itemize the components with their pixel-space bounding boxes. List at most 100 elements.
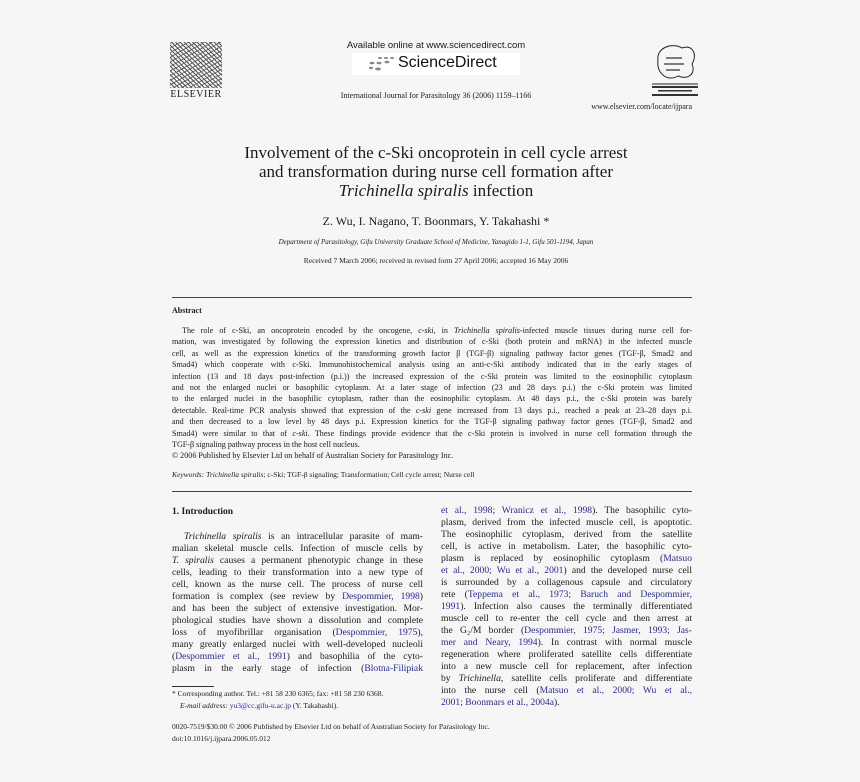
text-run: ) and the developed nurse cell bbox=[563, 565, 693, 576]
text-run: T. spiralis bbox=[172, 555, 214, 566]
citation-link[interactable]: mer and Neary, 1994 bbox=[441, 637, 538, 648]
citation-link[interactable]: 1991 bbox=[441, 601, 461, 612]
abstract-line: infection (13 and 18 days post-infection… bbox=[172, 371, 692, 382]
text-run: ). bbox=[553, 697, 560, 708]
footnote: * Corresponding author. Tel.: +81 58 230… bbox=[172, 688, 472, 711]
journal-logo bbox=[652, 45, 698, 96]
body-line: T. spiralis causes a permanent phenotypi… bbox=[172, 555, 423, 567]
available-online-text: Available online at www.sciencedirect.co… bbox=[346, 40, 526, 51]
text-run: cell, known as the nurse cell. The proce… bbox=[172, 579, 423, 590]
elsevier-wordmark: ELSEVIER bbox=[170, 89, 222, 100]
body-line: malian skeletal muscle cells. Infection … bbox=[172, 543, 423, 555]
abstract-line: © 2006 Published by Elsevier Ltd on beha… bbox=[172, 450, 692, 461]
text-run: © 2006 Published by Elsevier Ltd on beha… bbox=[172, 451, 454, 461]
text-run: * Corresponding author. Tel.: +81 58 230… bbox=[172, 689, 384, 698]
footer: 0020-7519/$30.00 © 2006 Published by Els… bbox=[172, 721, 572, 744]
citation-link[interactable]: Matsuo bbox=[663, 553, 692, 564]
citation-link[interactable]: Teppema et al., 1973; Baruch and Despomm… bbox=[467, 589, 692, 600]
body-line: muscle cell to re-enter the cell cycle a… bbox=[441, 613, 692, 625]
body-line: many greatly enlarged nuclei with well-d… bbox=[172, 639, 423, 651]
footnote-line: E-mail address: yu3@cc.gifu-u.ac.jp (Y. … bbox=[172, 700, 472, 712]
text-run: loss of myofibrillar organisation ( bbox=[172, 627, 336, 638]
citation-link[interactable]: Despommier, 1975 bbox=[335, 627, 418, 638]
title-line: Involvement of the c-Ski oncoprotein in … bbox=[180, 143, 692, 162]
abstract-line: The role of c-Ski, an oncoprotein encode… bbox=[172, 325, 692, 336]
text-run: formation is complex (see review by bbox=[172, 591, 343, 602]
body-line: is surrounded by a collagenous capsule a… bbox=[441, 577, 692, 589]
divider-top bbox=[172, 297, 692, 298]
sciencedirect-logo-text: ScienceDirect bbox=[398, 54, 497, 71]
body-line: phological studies have shown a dissolut… bbox=[172, 615, 423, 627]
text-run: Involvement of the c-Ski oncoprotein in … bbox=[244, 143, 628, 162]
body-line: et al., 2000; Wu et al., 2001) and the d… bbox=[441, 565, 692, 577]
article-title: Involvement of the c-Ski oncoprotein in … bbox=[180, 143, 692, 200]
text-run: infection bbox=[468, 181, 534, 200]
body-line: cell, known as the nurse cell. The proce… bbox=[172, 579, 423, 591]
body-line: cells, leading to their transformation i… bbox=[172, 567, 423, 579]
divider-bottom bbox=[172, 491, 692, 492]
citation-link[interactable]: et al., 2000; Wu et al., 2001 bbox=[441, 565, 564, 576]
text-run: Smad4) which cooperate with c-Ski. Immun… bbox=[172, 360, 692, 370]
text-run: is an intracellular parasite of mam- bbox=[261, 531, 423, 542]
text-run: mation, was investigated by following th… bbox=[172, 337, 692, 347]
title-line: Trichinella spiralis infection bbox=[180, 181, 692, 200]
citation-link[interactable]: yu3@cc.gifu-u.ac.jp bbox=[229, 700, 291, 710]
text-run: ( bbox=[172, 651, 176, 662]
author-list: Z. Wu, I. Nagano, T. Boonmars, Y. Takaha… bbox=[322, 214, 550, 228]
received-dates: Received 7 March 2006; received in revis… bbox=[303, 256, 569, 265]
column-left: Trichinella spiralis is an intracellular… bbox=[172, 531, 423, 675]
body-line: rete (Teppema et al., 1973; Baruch and D… bbox=[441, 589, 692, 601]
journal-url[interactable]: www.elsevier.com/locate/ijpara bbox=[591, 102, 692, 111]
abstract-line: cell, as well as the expression kinetics… bbox=[172, 348, 692, 359]
text-run: , satellite cells proliferate and differ… bbox=[500, 673, 692, 684]
body-line: cell, is active in metabolism. Later, th… bbox=[441, 541, 692, 553]
text-run: rete ( bbox=[441, 589, 468, 600]
text-run: cells, leading to their transformation i… bbox=[172, 567, 423, 578]
text-run: ) and basophilia of the cyto- bbox=[286, 651, 423, 662]
text-run: phological studies have shown a dissolut… bbox=[172, 615, 423, 626]
text-run: TGF-β signaling pathway process in the h… bbox=[172, 439, 360, 449]
text-run: c-ski bbox=[418, 326, 434, 335]
body-line: mer and Neary, 1994). In contrast with n… bbox=[441, 637, 692, 649]
text-run: gene increased from 13 days p.i., reache… bbox=[431, 405, 693, 415]
text-run: muscle cell to re-enter the cell cycle a… bbox=[441, 613, 692, 624]
text-run: to the enlarged nuclei in the basophilic… bbox=[172, 394, 692, 404]
body-line: 1991). Infection also causes the termina… bbox=[441, 601, 692, 613]
column-right: et al., 1998; Wranicz et al., 1998). The… bbox=[441, 505, 692, 709]
text-run: causes a permanent phenotypic change in … bbox=[213, 555, 423, 566]
body-line: formation is complex (see review by Desp… bbox=[172, 591, 423, 603]
text-run: infection (13 and 18 days post-infection… bbox=[172, 371, 692, 381]
text-run: the G₂/M border ( bbox=[441, 625, 525, 636]
text-run: c-ski bbox=[415, 405, 432, 415]
text-run: detectable. Real-time PCR analysis showe… bbox=[172, 405, 416, 415]
text-run: and has been the subject of extensive in… bbox=[172, 603, 423, 614]
body-line: Trichinella spiralis is an intracellular… bbox=[172, 531, 423, 543]
text-run: ). Infection also causes the terminally … bbox=[460, 601, 692, 612]
keywords-line: Keywords: Trichinella spiralis; c-Ski; T… bbox=[172, 470, 474, 480]
citation-link[interactable]: Matsuo et al., 2000; Wu et al., bbox=[539, 685, 692, 696]
citation-link[interactable]: Despommier, 1975; Jasmer, 1993; Jas- bbox=[524, 625, 692, 636]
text-run: (Y. Takahashi). bbox=[290, 700, 339, 710]
citation-link[interactable]: 2001; Boonmars et al., 2004a bbox=[441, 697, 554, 708]
body-line: (Despommier et al., 1991) and basophilia… bbox=[172, 651, 423, 663]
journal-citation: International Journal for Parasitology 3… bbox=[340, 91, 532, 100]
abstract-line: mation, was investigated by following th… bbox=[172, 336, 692, 347]
sciencedirect-logo-box bbox=[352, 53, 520, 75]
text-run: cell, is active in metabolism. Later, th… bbox=[441, 541, 692, 552]
text-run: Trichinella bbox=[458, 673, 501, 684]
text-run: malian skeletal muscle cells. Infection … bbox=[172, 543, 423, 554]
section-heading-introduction: 1. Introduction bbox=[172, 507, 234, 517]
issn-line: 0020-7519/$30.00 © 2006 Published by Els… bbox=[172, 722, 490, 731]
text-run: many greatly enlarged nuclei with well-d… bbox=[172, 639, 423, 650]
body-line: and has been the subject of extensive in… bbox=[172, 603, 423, 615]
citation-link[interactable]: Despommier et al., 1991 bbox=[175, 651, 287, 662]
footnote-line: * Corresponding author. Tel.: +81 58 230… bbox=[172, 688, 472, 700]
citation-link[interactable]: et al., 1998; Wranicz et al., 1998 bbox=[441, 505, 593, 516]
text-run: E-mail address: bbox=[180, 700, 230, 710]
body-line: plasm in the early stage of infection (B… bbox=[172, 663, 423, 675]
citation-link[interactable]: Despommier, 1998 bbox=[342, 591, 420, 602]
body-line: regeneration where proliferated satellit… bbox=[441, 649, 692, 661]
footnote-rule bbox=[172, 686, 214, 687]
text-run: plasm is replaced by eosinophilic cytopl… bbox=[441, 553, 664, 564]
citation-link[interactable]: Blotna-Filipiak bbox=[364, 663, 423, 674]
